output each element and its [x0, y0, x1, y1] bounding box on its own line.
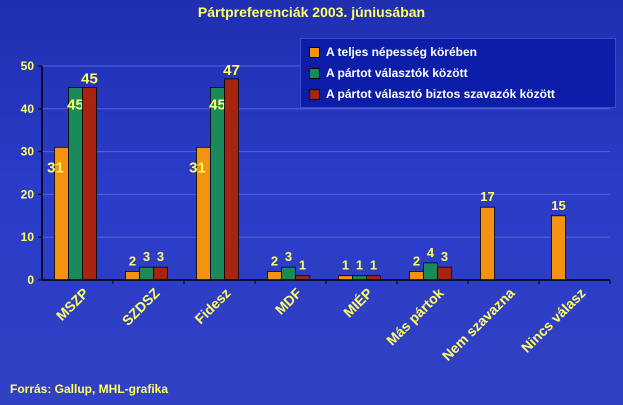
legend-item-3: A pártot választó biztos szavazók között [309, 85, 555, 103]
legend-swatch-1 [309, 46, 320, 58]
chart-title: Pártpreferenciák 2003. júniusában [197, 4, 426, 20]
data-label: 45 [209, 96, 226, 113]
bar [82, 87, 97, 281]
data-label: 3 [285, 249, 292, 264]
data-label: 1 [299, 258, 306, 273]
y-tick-label: 40 [21, 102, 35, 116]
source-note: Forrás: Gallup, MHL-grafika [10, 382, 169, 396]
x-tick-label: MDF [272, 284, 305, 317]
data-label: 2 [413, 253, 420, 268]
bar [437, 266, 452, 281]
data-label: 17 [480, 189, 494, 204]
data-label: 45 [81, 70, 98, 87]
legend-label-1: A teljes népesség körében [326, 45, 477, 59]
legend-label-2: A pártot választók között [326, 66, 468, 80]
legend-item-2: A pártot választók között [309, 64, 468, 82]
data-label: 1 [356, 258, 363, 273]
legend: A teljes népesség körében A pártot válas… [300, 38, 616, 108]
data-label: 2 [129, 253, 136, 268]
legend-label-3: A pártot választó biztos szavazók között [326, 87, 555, 101]
data-label: 2 [271, 253, 278, 268]
data-label: 31 [189, 159, 206, 176]
data-label: 3 [441, 249, 448, 264]
bar [68, 87, 83, 281]
bar [480, 206, 495, 281]
y-tick-label: 10 [21, 230, 35, 244]
x-tick-label: SZDSZ [119, 284, 163, 328]
bar [267, 271, 282, 281]
y-tick-label: 0 [27, 273, 34, 287]
data-label: 1 [370, 258, 377, 273]
x-tick-label: Fidesz [191, 285, 233, 327]
x-tick-label: MSZP [53, 285, 92, 324]
bar [224, 78, 239, 281]
data-label: 45 [67, 96, 84, 113]
x-tick-label: MIÉP [340, 285, 376, 321]
y-tick-label: 50 [21, 59, 35, 73]
bar [281, 266, 296, 281]
bar [409, 271, 424, 281]
legend-swatch-3 [309, 88, 320, 100]
bar [210, 87, 225, 281]
x-tick-label: Más pártok [383, 285, 447, 349]
legend-item-1: A teljes népesség körében [309, 43, 477, 61]
data-label: 47 [223, 62, 240, 79]
bar [423, 262, 438, 281]
bar [125, 271, 140, 281]
x-tick-label: Nincs válasz [518, 285, 589, 356]
data-label: 3 [157, 249, 164, 264]
legend-swatch-2 [309, 67, 320, 79]
y-tick-label: 30 [21, 145, 35, 159]
data-label: 1 [342, 258, 349, 273]
data-label: 4 [427, 245, 435, 260]
bar [551, 215, 566, 281]
bar [139, 266, 154, 281]
bar [153, 266, 168, 281]
data-label: 15 [551, 198, 565, 213]
x-tick-label: Nem szavazna [439, 285, 518, 364]
data-label: 3 [143, 249, 150, 264]
data-label: 31 [47, 159, 64, 176]
y-tick-label: 20 [21, 187, 35, 201]
